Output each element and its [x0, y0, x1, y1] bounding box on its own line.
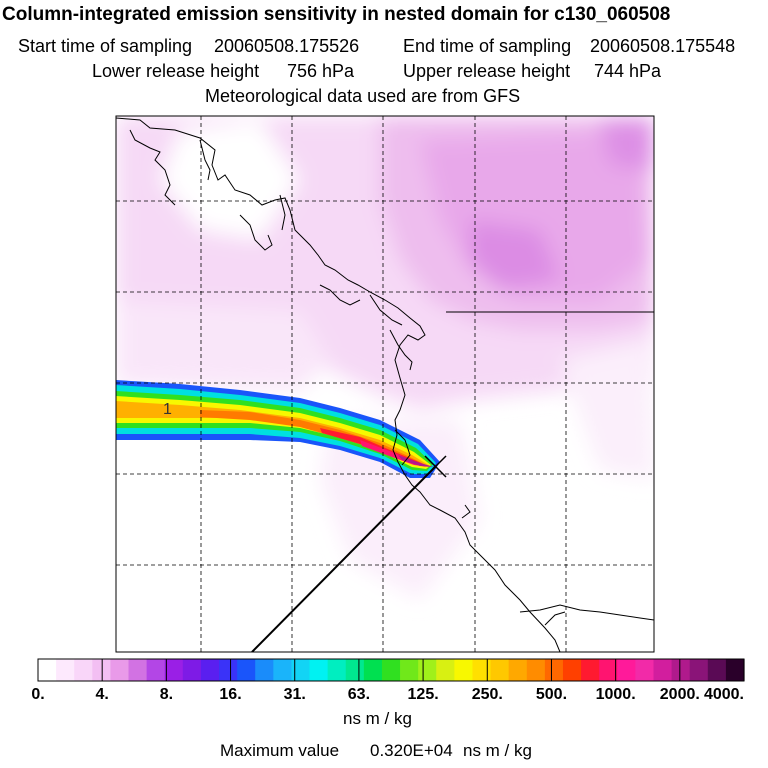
colorbar-swatch: [56, 659, 75, 681]
met-data-line: Meteorological data used are from GFS: [205, 86, 520, 106]
lower-release-value: 756 hPa: [287, 61, 355, 81]
colorbar-units: ns m / kg: [343, 709, 412, 728]
low-sensitivity-field: [116, 116, 654, 600]
colorbar-swatch: [544, 659, 564, 681]
colorbar-swatch: [38, 659, 57, 681]
upper-release-value: 744 hPa: [594, 61, 662, 81]
colorbar-tick-label: 1000.: [596, 686, 636, 703]
colorbar-swatch: [273, 659, 293, 681]
colorbar-swatch: [418, 659, 437, 681]
colorbar-swatch: [635, 659, 655, 681]
colorbar-swatch: [562, 659, 582, 681]
end-time-label: End time of sampling: [403, 36, 571, 56]
colorbar-tick-label: 2000.: [660, 686, 700, 703]
colorbar-tick-label: 63.: [348, 686, 370, 703]
plot-frame: [115, 115, 655, 653]
plot-area: 1: [116, 116, 654, 652]
colorbar-swatch: [146, 659, 166, 681]
upper-release-label: Upper release height: [403, 61, 570, 81]
colorbar-swatch: [110, 659, 130, 681]
colorbar-swatch: [689, 659, 709, 681]
colorbar-swatch: [74, 659, 93, 681]
colorbar-tick-labels: 0. 4. 8. 16. 31. 63. 125. 250. 500. 1000. 2000. 400…: [31, 686, 744, 703]
grid: [116, 116, 654, 652]
colorbar-tick-label: 31.: [284, 686, 306, 703]
coastline: [116, 117, 654, 652]
colorbar-swatch: [381, 659, 401, 681]
end-time-value: 20060508.175548: [590, 36, 735, 56]
colorbar-swatch: [327, 659, 347, 681]
colorbar-swatch: [309, 659, 329, 681]
receptor-marker: [424, 455, 447, 478]
colorbar-swatch: [400, 659, 419, 681]
colorbar-swatch: [291, 659, 311, 681]
colorbar-swatch: [508, 659, 528, 681]
colorbar-tick-label: 250.: [472, 686, 503, 703]
maximum-value: 0.320E+04: [370, 741, 453, 760]
colorbar-swatch: [182, 659, 202, 681]
colorbar-swatch: [526, 659, 546, 681]
colorbar-tick-label: 8.: [160, 686, 173, 703]
colorbar-swatch: [164, 659, 184, 681]
start-time-label: Start time of sampling: [18, 36, 192, 56]
colorbar-tick-label: 4000.: [704, 686, 744, 703]
maximum-value-label: Maximum value: [220, 741, 339, 760]
plume-contour-label: 1: [163, 401, 172, 418]
colorbar-swatch: [490, 659, 510, 681]
colorbar-swatch: [219, 659, 238, 681]
colorbar-swatch: [128, 659, 148, 681]
colorbar-tick-label: 16.: [219, 686, 241, 703]
colorbar-swatch: [581, 659, 600, 681]
colorbar-swatch: [345, 659, 365, 681]
colorbar-swatch: [671, 659, 691, 681]
start-time-value: 20060508.175526: [214, 36, 359, 56]
colorbar-swatch: [725, 659, 745, 681]
colorbar-swatch: [237, 659, 256, 681]
colorbar-tick-label: 500.: [536, 686, 567, 703]
colorbar-tick-label: 0.: [31, 686, 44, 703]
colorbar-tick-label: 4.: [96, 686, 109, 703]
lower-release-label: Lower release height: [92, 61, 259, 81]
maximum-value-units: ns m / kg: [463, 741, 532, 760]
colorbar-swatch: [200, 659, 220, 681]
chart-title: Column-integrated emission sensitivity i…: [2, 4, 671, 25]
colorbar-swatch: [436, 659, 455, 681]
colorbar: [37, 658, 745, 682]
colorbar-swatch: [707, 659, 727, 681]
colorbar-swatch: [454, 659, 474, 681]
colorbar-swatch: [472, 659, 492, 681]
colorbar-tick-label: 125.: [408, 686, 439, 703]
colorbar-swatch: [653, 659, 673, 681]
emission-plume: 1: [116, 380, 440, 478]
colorbar-swatch: [363, 659, 383, 681]
colorbar-swatch: [599, 659, 618, 681]
flight-track: [251, 465, 437, 652]
colorbar-swatch: [92, 659, 112, 681]
colorbar-swatch: [617, 659, 636, 681]
colorbar-swatch: [255, 659, 274, 681]
